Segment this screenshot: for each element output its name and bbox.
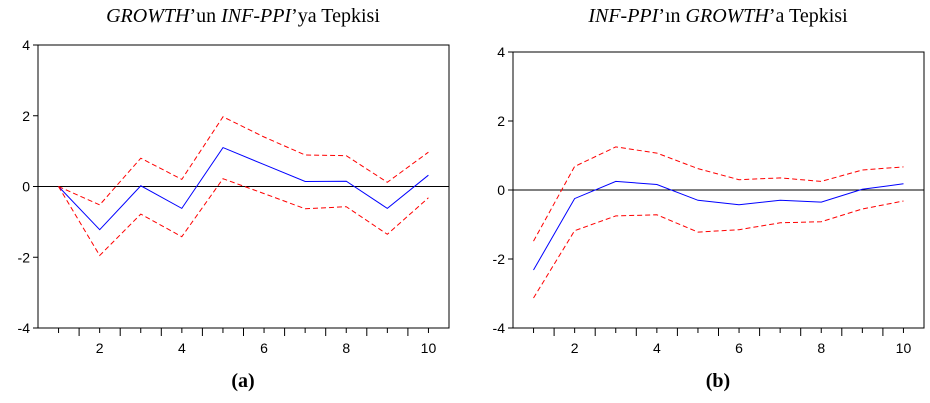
series-line-upper <box>533 146 904 242</box>
chart-title-part: ’ya Tepkisi <box>291 5 380 27</box>
x-tick-label: 10 <box>896 340 912 356</box>
series-line-response <box>58 146 429 231</box>
series-line-lower <box>533 200 904 299</box>
panel-caption: (b) <box>706 370 730 392</box>
y-tick-label: -2 <box>18 249 31 265</box>
x-tick-label: 4 <box>178 340 186 356</box>
x-tick-label: 6 <box>260 340 268 356</box>
chart-title-part: INF-PPI <box>587 5 659 27</box>
chart-title-part: ’un <box>189 5 221 27</box>
chart-title-part: ’a Tepkisi <box>769 5 848 27</box>
x-tick-label: 10 <box>421 340 437 356</box>
chart-title: INF-PPI’ın GROWTH’a Tepkisi <box>587 5 848 27</box>
y-tick-label: 4 <box>22 37 30 53</box>
chart-title-part: GROWTH <box>686 5 771 27</box>
y-tick-label: 2 <box>497 113 505 129</box>
y-tick-label: 0 <box>22 179 30 195</box>
x-tick-label: 2 <box>96 340 104 356</box>
x-tick-label: 2 <box>571 340 579 356</box>
panel-caption: (a) <box>231 370 254 392</box>
chart-title-part: ’ın <box>658 5 685 27</box>
chart-title: GROWTH’un INF-PPI’ya Tepkisi <box>106 5 380 27</box>
series-line-upper <box>58 116 429 206</box>
y-tick-label: 2 <box>22 108 30 124</box>
series-line-response <box>533 180 904 271</box>
chart-panel-a: GROWTH’un INF-PPI’ya Tepkisi -4 -2 0 2 4 2 4 6 8 1… <box>18 5 450 392</box>
chart-title-part: INF-PPI <box>220 5 292 27</box>
y-tick-label: -2 <box>493 251 506 267</box>
chart-title-part: GROWTH <box>106 5 191 27</box>
x-tick-label: 4 <box>653 340 661 356</box>
x-tick-label: 6 <box>735 340 743 356</box>
x-tick-label: 8 <box>342 340 350 356</box>
y-tick-label: -4 <box>493 320 506 336</box>
y-tick-label: -4 <box>18 320 31 336</box>
y-tick-label: 4 <box>497 44 505 60</box>
series-line-lower <box>58 178 429 257</box>
x-tick-label: 8 <box>817 340 825 356</box>
y-tick-label: 0 <box>497 182 505 198</box>
chart-panel-b: INF-PPI’ın GROWTH’a Tepkisi -4 -2 0 2 4 2 4 6 8 10… <box>493 5 925 392</box>
